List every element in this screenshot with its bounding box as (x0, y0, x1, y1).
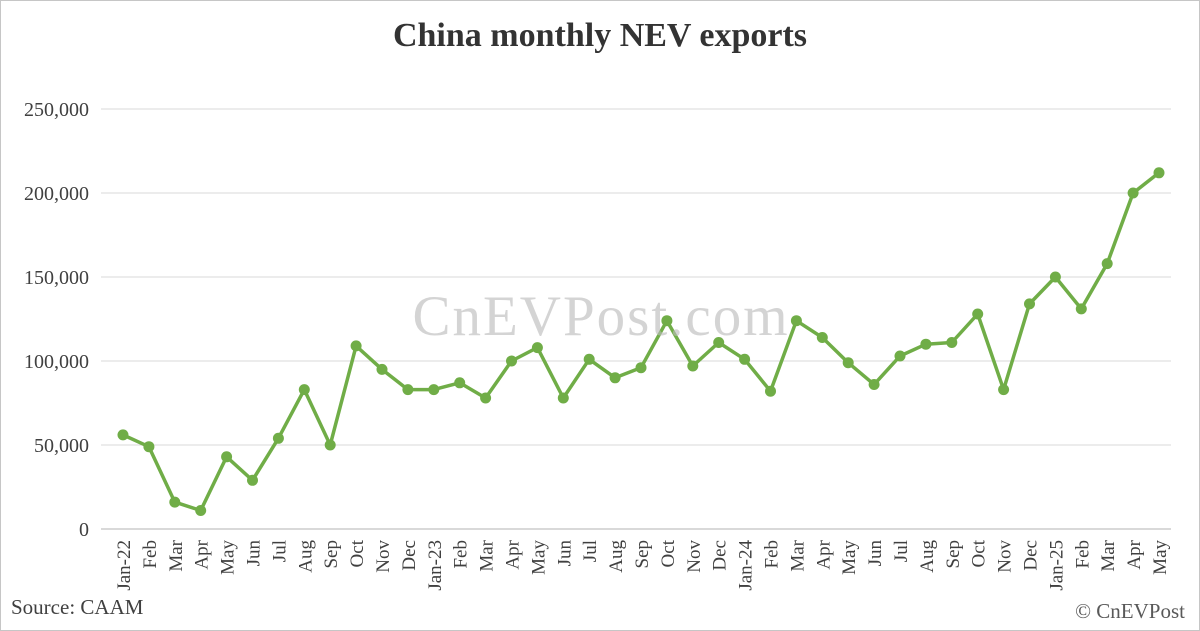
x-axis-tick-label: Jul (580, 540, 601, 562)
data-point-marker (350, 340, 362, 352)
data-point-marker (1049, 271, 1061, 283)
data-point-marker (1127, 187, 1139, 199)
x-axis-tick-label: Apr (503, 539, 524, 569)
data-point-marker (894, 350, 906, 362)
x-axis-tick-label: May (528, 540, 549, 575)
data-point-marker (816, 332, 828, 343)
data-point-marker (221, 451, 233, 463)
x-axis-tick-label: Dec (710, 540, 731, 571)
data-point-marker (195, 505, 207, 516)
data-point-marker (506, 355, 517, 367)
data-point-marker (998, 384, 1010, 396)
data-point-marker (480, 392, 492, 404)
data-point-marker (687, 360, 699, 372)
data-point-marker (169, 496, 181, 508)
data-point-marker (428, 384, 440, 396)
x-axis-tick-label: Sep (943, 540, 964, 569)
data-point-marker (272, 432, 284, 444)
x-axis-tick-label: Mar (1098, 539, 1119, 571)
y-axis-tick-label: 0 (79, 519, 89, 541)
data-point-marker (1101, 258, 1113, 270)
x-axis-tick-label: Jul (891, 540, 912, 562)
data-point-marker (972, 308, 984, 320)
x-axis-tick-label: Dec (1021, 540, 1042, 571)
x-axis-tick-label: Jun (554, 540, 575, 567)
line-series (121, 171, 1161, 513)
data-point-marker (143, 441, 155, 453)
x-axis-tick-label: Jan-22 (114, 540, 135, 591)
data-point-marker (635, 362, 647, 374)
x-axis-tick-label: Dec (399, 540, 420, 571)
x-axis-tick-label: Jun (865, 540, 886, 567)
x-axis-tick-label: Aug (606, 540, 627, 573)
data-point-marker (1153, 167, 1165, 179)
x-axis-tick-label: Mar (166, 539, 187, 571)
y-axis-tick-label: 100,000 (24, 351, 89, 373)
data-point-marker (609, 372, 621, 384)
x-axis-tick-label: Feb (140, 540, 161, 569)
x-axis-tick-label: Jan-25 (1046, 540, 1067, 591)
x-axis-tick-label: Nov (995, 540, 1016, 573)
data-point-marker (765, 385, 776, 397)
x-axis-tick-label: Oct (969, 539, 990, 567)
y-axis-tick-label: 250,000 (24, 99, 89, 121)
data-point-marker (868, 379, 880, 390)
data-point-marker (376, 363, 388, 375)
data-point-marker (583, 353, 595, 365)
x-axis-tick-label: Jun (244, 540, 265, 567)
data-point-marker (117, 429, 129, 441)
x-axis-tick-label: Nov (373, 540, 394, 573)
data-point-marker (324, 439, 336, 451)
copyright-label: © CnEVPost (1075, 599, 1185, 623)
x-axis-tick-label: Apr (192, 539, 213, 569)
data-point-marker (531, 342, 543, 354)
data-point-marker (1024, 298, 1035, 310)
data-point-marker (739, 353, 751, 365)
data-point-marker (842, 357, 854, 369)
x-axis-tick-label: Jan-23 (425, 540, 446, 591)
x-axis-tick-label: Oct (658, 539, 679, 567)
x-axis-tick-label: Oct (347, 539, 368, 567)
x-axis-tick-label: Feb (451, 540, 472, 569)
chart-title: China monthly NEV exports (392, 17, 808, 54)
x-axis-tick-label: Apr (813, 539, 834, 569)
x-axis-tick-label: Sep (632, 540, 653, 569)
x-axis-tick-label: Nov (684, 540, 705, 573)
y-axis-tick-label: 150,000 (24, 267, 89, 289)
data-point-marker (1075, 303, 1087, 315)
x-axis-tick-label: Apr (1124, 539, 1145, 569)
x-axis-tick-label: May (1150, 540, 1171, 575)
data-point-marker (920, 338, 932, 350)
x-axis-tick-label: Feb (1072, 540, 1093, 569)
x-axis-tick-label: May (839, 540, 860, 575)
data-point-marker (557, 392, 569, 404)
data-point-marker (790, 315, 802, 327)
y-axis-tick-label: 200,000 (24, 183, 89, 205)
x-axis-tick-label: Mar (477, 539, 498, 571)
x-axis-tick-label: Aug (295, 540, 316, 573)
data-point-marker (713, 337, 725, 348)
source-label: Source: CAAM (11, 595, 144, 619)
data-point-marker (402, 384, 414, 396)
x-axis-tick-label: Jul (269, 540, 290, 562)
data-point-marker (661, 315, 673, 327)
data-point-marker (454, 377, 466, 389)
x-axis-tick-label: Sep (321, 540, 342, 569)
x-axis-tick-label: Mar (787, 539, 808, 571)
x-axis-tick-label: Feb (762, 540, 783, 569)
x-axis-tick-label: Jan-24 (736, 540, 757, 591)
data-point-marker (298, 384, 310, 396)
x-axis-tick-label: May (218, 540, 239, 575)
data-point-marker (946, 337, 958, 348)
data-point-marker (247, 474, 258, 486)
y-axis-tick-label: 50,000 (34, 435, 89, 457)
x-axis-tick-label: Aug (917, 540, 938, 573)
